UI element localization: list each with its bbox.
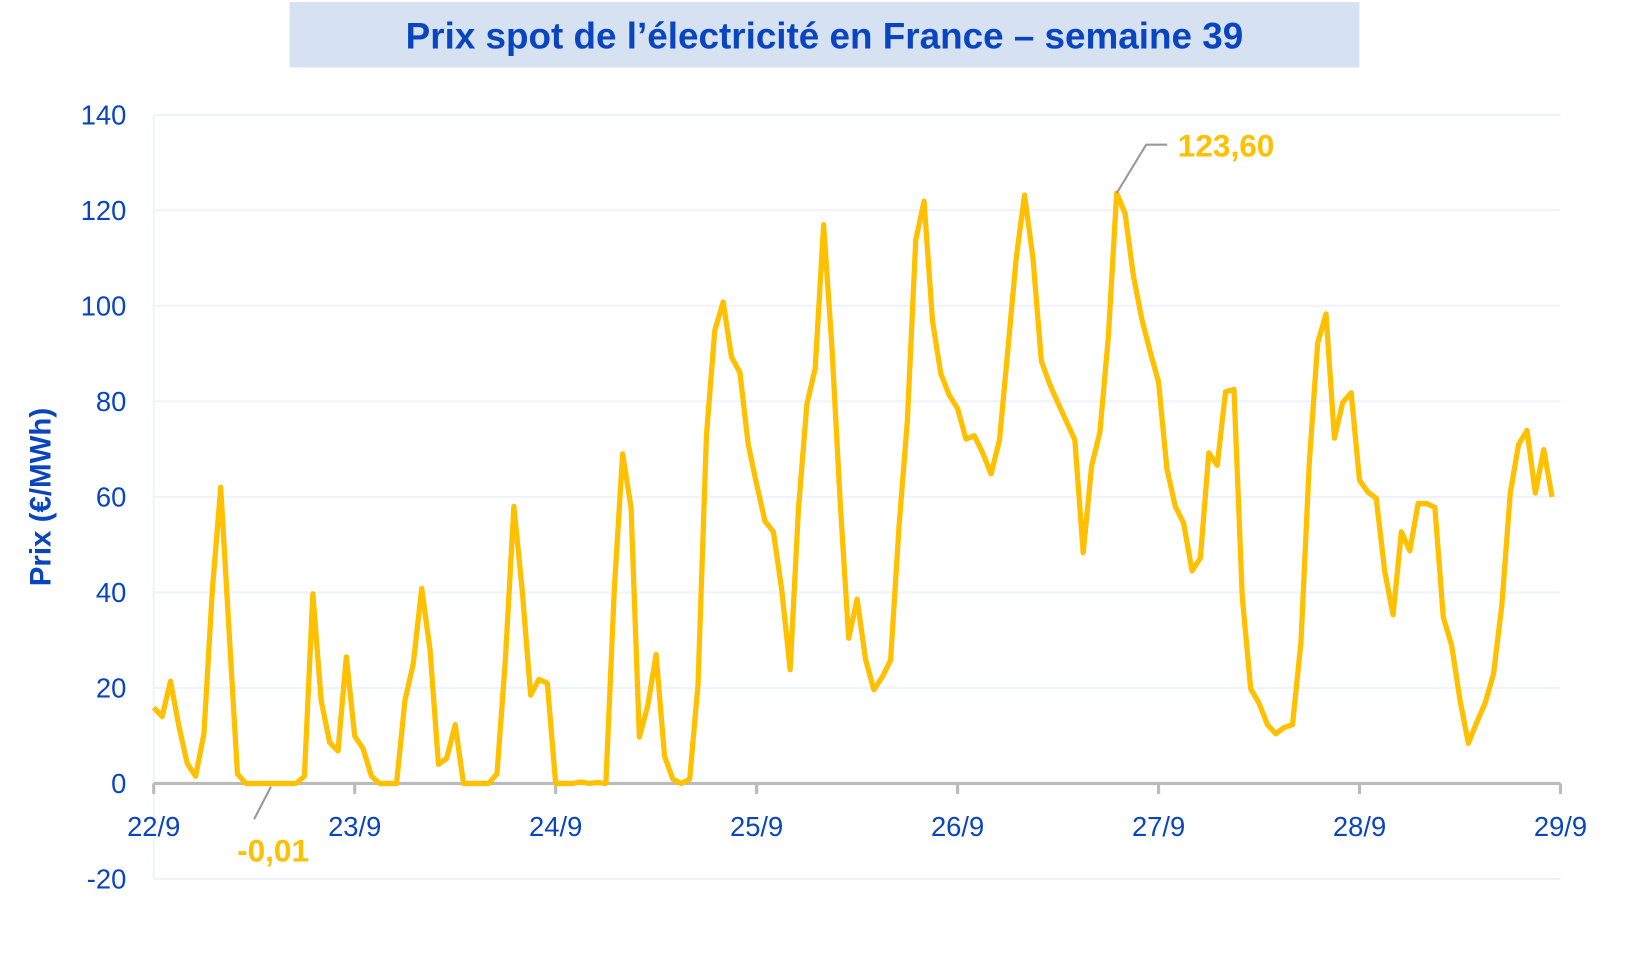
annotation-leader [1115, 143, 1168, 194]
x-tick-label: 22/9 [127, 811, 180, 842]
x-tick-label: 29/9 [1534, 811, 1587, 842]
y-tick-label: 40 [96, 577, 126, 608]
x-tick-label: 25/9 [730, 811, 783, 842]
x-tick-label: 26/9 [931, 811, 984, 842]
annotation-leader [253, 786, 272, 820]
y-tick-label: 20 [96, 672, 126, 703]
y-tick-label: 140 [81, 99, 127, 130]
y-tick-label: 80 [96, 386, 126, 417]
y-tick-label: 120 [81, 195, 127, 226]
price-series-line [151, 190, 1555, 787]
x-tick-label: 27/9 [1132, 811, 1185, 842]
max-annotation: 123,60 [1178, 127, 1275, 163]
x-tick-label: 24/9 [529, 811, 582, 842]
y-tick-label: 0 [111, 768, 126, 799]
chart-title: Prix spot de l’électricité en France – s… [406, 15, 1244, 56]
title-background [289, 2, 1360, 68]
y-tick-label: -20 [87, 863, 127, 894]
min-annotation: -0,01 [237, 832, 309, 868]
y-axis-label: Prix (€/MWh) [25, 408, 58, 586]
y-tick-label: 100 [81, 290, 127, 321]
y-tick-label: 60 [96, 481, 126, 512]
x-tick-label: 23/9 [328, 811, 381, 842]
x-tick-label: 28/9 [1333, 811, 1386, 842]
